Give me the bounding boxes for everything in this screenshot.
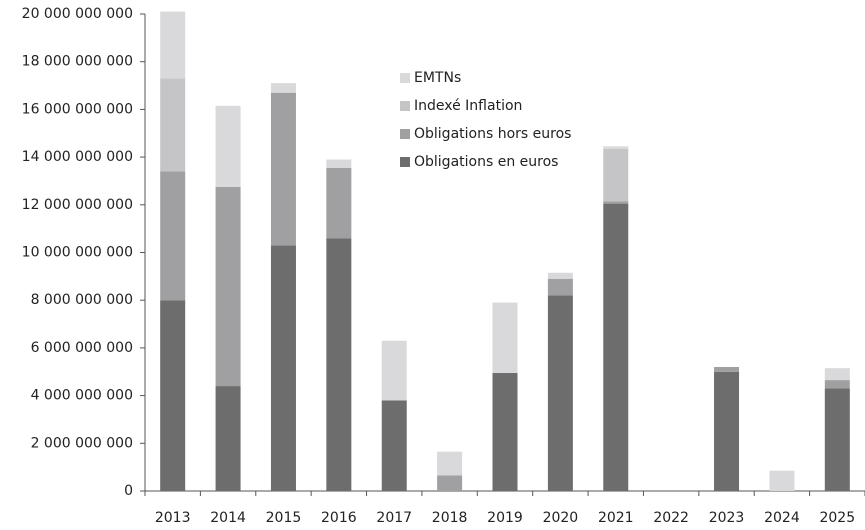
bar-segment	[714, 366, 740, 372]
y-tick-label: 12 000 000 000	[22, 197, 133, 213]
bar-segment	[603, 148, 629, 202]
bar-segment	[381, 400, 407, 491]
bar-segment	[603, 203, 629, 492]
x-tick-label: 2017	[376, 510, 412, 526]
bar-segment	[215, 105, 241, 187]
bar-segment	[547, 278, 573, 296]
bar-segment	[215, 186, 241, 387]
y-tick-label: 14 000 000 000	[22, 149, 133, 165]
x-tick-label: 2023	[709, 510, 745, 526]
bar-segment	[769, 470, 795, 491]
x-tick-label: 2014	[210, 510, 246, 526]
bar-segment	[160, 171, 186, 301]
bar-segment	[714, 371, 740, 491]
x-tick-label: 2022	[653, 510, 689, 526]
bar-segment	[326, 167, 352, 239]
x-tick-label: 2019	[487, 510, 523, 526]
bar-segment	[824, 388, 850, 491]
bar-segment	[326, 159, 352, 168]
legend-swatch	[400, 101, 410, 111]
x-tick-label: 2016	[321, 510, 357, 526]
legend-label: EMTNs	[414, 70, 461, 86]
bar-segment	[437, 451, 463, 476]
bar-segment	[270, 92, 296, 246]
legend-label: Obligations hors euros	[414, 126, 571, 142]
bar-segment	[160, 11, 186, 79]
bar-segment	[326, 238, 352, 491]
y-tick-label: 10 000 000 000	[22, 245, 133, 261]
legend-swatch	[400, 129, 410, 139]
x-tick-label: 2013	[155, 510, 191, 526]
legend-label: Obligations en euros	[414, 154, 558, 170]
bar-segment	[824, 368, 850, 381]
x-tick-label: 2021	[598, 510, 634, 526]
y-tick-label: 4 000 000 000	[31, 388, 133, 404]
bar-segment	[492, 302, 518, 373]
y-tick-label: 2 000 000 000	[31, 435, 133, 451]
bar-segment	[270, 245, 296, 491]
bar-segment	[603, 146, 629, 149]
x-tick-label: 2015	[266, 510, 302, 526]
bar-segment	[547, 272, 573, 279]
y-tick-label: 18 000 000 000	[22, 54, 133, 70]
x-tick-label: 2024	[764, 510, 800, 526]
bar-segment	[437, 475, 463, 491]
legend-label: Indexé Inflation	[414, 98, 522, 114]
legend-swatch	[400, 73, 410, 83]
x-tick-label: 2020	[543, 510, 579, 526]
bar-segment	[160, 78, 186, 172]
bar-segment	[492, 372, 518, 491]
bar-segment	[824, 380, 850, 389]
bar-segment	[270, 83, 296, 93]
bar-segment	[215, 386, 241, 491]
y-tick-label: 16 000 000 000	[22, 101, 133, 117]
y-tick-label: 20 000 000 000	[22, 6, 133, 22]
y-tick-label: 0	[124, 483, 133, 499]
bar-segment	[547, 295, 573, 491]
x-tick-label: 2018	[432, 510, 468, 526]
y-tick-label: 8 000 000 000	[31, 292, 133, 308]
y-tick-label: 6 000 000 000	[31, 340, 133, 356]
bar-segment	[603, 201, 629, 204]
bar-segment	[381, 340, 407, 401]
bar-segment	[160, 300, 186, 491]
legend-swatch	[400, 157, 410, 167]
x-tick-label: 2025	[819, 510, 855, 526]
